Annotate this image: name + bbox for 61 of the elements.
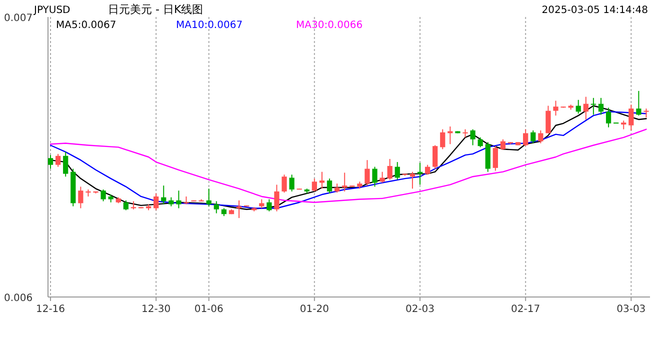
y-tick-label: 0.006 — [4, 293, 33, 304]
candlestick — [492, 146, 498, 172]
candlestick — [576, 99, 581, 114]
candlestick — [432, 144, 438, 170]
candlestick — [48, 154, 54, 170]
candlestick — [154, 192, 159, 211]
text: MA30:0.0066 — [296, 20, 363, 31]
candlestick — [424, 164, 430, 176]
candlestick — [184, 196, 189, 205]
candlestick — [417, 162, 423, 186]
candlestick — [500, 138, 506, 150]
candlestick — [394, 162, 400, 180]
x-tick-label: 12-16 — [36, 304, 66, 315]
candlestick — [530, 130, 536, 144]
candlestick — [214, 200, 219, 214]
candlestick — [176, 190, 182, 209]
candlestick — [206, 188, 212, 207]
candlestick — [266, 198, 272, 212]
candlestick — [100, 188, 106, 202]
candlestick — [590, 97, 596, 116]
text: MA10:0.0067 — [176, 20, 243, 31]
candlestick — [553, 100, 558, 116]
x-tick-label: 02-17 — [511, 304, 540, 315]
candlestick — [523, 128, 528, 147]
y-tick-label: 0.007 — [4, 13, 33, 24]
x-tick-label: 01-20 — [300, 304, 329, 315]
x-tick-label: 12-30 — [142, 304, 171, 315]
candlestick — [440, 128, 446, 150]
candlestick — [326, 178, 332, 194]
candlestick — [546, 105, 551, 134]
x-tick-label: 02-03 — [405, 304, 435, 315]
candlestick — [598, 97, 604, 116]
candlestick — [123, 200, 128, 211]
candlestick — [628, 104, 634, 131]
x-tick-label: 03-03 — [616, 304, 646, 315]
candlestick — [538, 130, 544, 144]
candlestick — [342, 172, 348, 192]
candlestick — [583, 96, 588, 120]
candlestick — [364, 160, 370, 186]
candlestick — [380, 171, 385, 184]
text: 2025-03-05 14:14:48 — [542, 5, 648, 16]
x-tick-label: 01-06 — [194, 304, 224, 315]
candlestick — [312, 178, 318, 192]
candlestick — [282, 174, 287, 194]
chart-title: 日元美元 - 日K线图 — [108, 3, 204, 16]
candlestick — [55, 153, 61, 168]
candlestick — [387, 158, 392, 180]
candlestick — [448, 126, 453, 145]
candlestick — [636, 90, 642, 116]
candlestick — [478, 136, 483, 148]
candlestick — [289, 174, 294, 192]
text: MA5:0.0067 — [56, 20, 116, 31]
line-series — [50, 128, 647, 203]
chart-subtitle: JPYUSD — [33, 5, 71, 16]
candlestick — [63, 151, 68, 178]
candlestick — [274, 184, 280, 212]
candlestick — [372, 166, 378, 188]
candlestick — [319, 171, 325, 190]
candlestick — [470, 128, 476, 146]
candlestick — [606, 107, 612, 128]
candlestick — [78, 186, 84, 209]
